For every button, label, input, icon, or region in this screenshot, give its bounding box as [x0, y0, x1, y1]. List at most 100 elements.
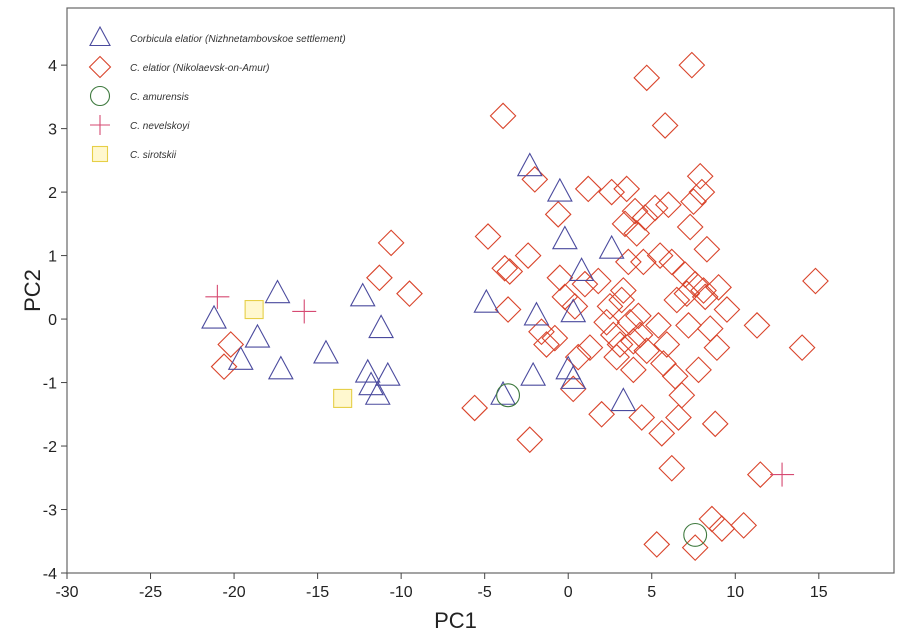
data-point-triangle: [520, 361, 547, 386]
data-point-diamond: [673, 280, 701, 308]
data-point-diamond: [653, 331, 681, 358]
legend-label: C. amurensis: [130, 92, 189, 103]
data-point-diamond: [514, 242, 542, 269]
data-point-diamond: [743, 312, 771, 339]
data-point-triangle: [244, 323, 271, 348]
data-point-diamond: [625, 302, 652, 330]
y-tick-label: -4: [43, 566, 57, 583]
data-point-triangle: [473, 288, 500, 313]
data-point-diamond: [571, 270, 599, 298]
data-point-triangle: [523, 301, 550, 326]
legend-marker-square: [91, 145, 109, 163]
data-point-diamond: [461, 394, 489, 422]
data-point-diamond: [533, 331, 560, 358]
data-point-diamond: [599, 321, 627, 349]
data-point-triangle: [354, 358, 381, 383]
y-tick-label: 1: [48, 249, 57, 266]
x-tick-label: -25: [139, 584, 162, 601]
data-point-triangle: [560, 365, 587, 389]
data-point-diamond: [633, 64, 661, 92]
data-point-diamond: [703, 334, 731, 362]
data-point-triangle: [267, 355, 294, 380]
legend-marker-plus: [90, 115, 110, 135]
data-point-diamond: [474, 223, 502, 250]
data-point-diamond: [658, 454, 686, 482]
data-point-diamond: [609, 277, 637, 304]
data-point-square: [333, 388, 353, 408]
data-point-diamond: [217, 331, 245, 358]
data-point-triangle: [358, 371, 384, 396]
data-point-triangle: [560, 298, 587, 323]
data-point-diamond: [633, 337, 661, 365]
data-point-diamond: [693, 235, 721, 263]
legend-label: C. elatior (Nikolaevsk-on-Amur): [130, 63, 269, 74]
data-point-diamond: [730, 512, 758, 539]
x-tick-label: 10: [726, 584, 744, 601]
legend-marker-circle: [89, 85, 111, 107]
y-tick-label: 2: [48, 185, 57, 202]
y-tick-label: 0: [48, 312, 57, 329]
x-tick-label: 5: [647, 584, 656, 601]
data-point-diamond: [641, 194, 669, 222]
data-point-diamond: [516, 426, 544, 454]
data-point-triangle: [551, 225, 578, 250]
data-point-plus: [205, 284, 230, 309]
data-point-diamond: [701, 410, 729, 438]
data-point-plus: [770, 462, 795, 487]
data-point-diamond: [688, 178, 716, 206]
data-point-diamond: [708, 515, 736, 542]
data-point-diamond: [611, 210, 639, 238]
data-point-diamond: [675, 312, 702, 339]
data-point-diamond: [608, 286, 636, 314]
data-point-triangle: [374, 361, 401, 386]
data-point-diamond: [746, 461, 774, 488]
x-tick-label: -20: [223, 584, 246, 601]
data-point-diamond: [658, 248, 686, 276]
data-point-diamond: [561, 292, 589, 320]
data-point-diamond: [698, 505, 726, 533]
data-point-triangle: [546, 177, 573, 202]
data-point-diamond: [628, 404, 656, 431]
data-point-diamond: [377, 229, 405, 257]
data-point-diamond: [681, 270, 709, 298]
data-point-diamond: [691, 283, 719, 311]
data-point-diamond: [366, 264, 393, 292]
data-point-diamond: [619, 356, 647, 384]
y-axis-title: PC2: [20, 269, 45, 312]
data-point-triangle: [227, 345, 254, 370]
data-point-diamond: [705, 273, 732, 301]
data-point-circle: [683, 522, 708, 547]
data-point-diamond: [546, 264, 574, 292]
data-point-diamond: [528, 318, 555, 346]
data-point-diamond: [681, 534, 709, 561]
y-tick-label: 3: [48, 122, 57, 139]
data-point-diamond: [788, 334, 816, 362]
data-point-diamond: [680, 188, 707, 216]
data-point-diamond: [551, 283, 579, 311]
data-point-diamond: [598, 178, 626, 206]
data-point-circle: [496, 383, 521, 408]
data-point-triangle: [516, 152, 543, 177]
data-point-diamond: [593, 308, 621, 336]
plot-frame: [66, 7, 895, 574]
data-point-triangle: [313, 339, 339, 364]
data-point-diamond: [650, 350, 677, 377]
data-point-square: [244, 299, 264, 320]
data-point-diamond: [603, 343, 631, 371]
x-tick-label: -15: [306, 584, 329, 601]
legend-label: Corbicula elatior (Nizhnetambovskoe sett…: [130, 34, 346, 45]
legend-marker-diamond: [88, 55, 112, 79]
x-tick-label: -10: [390, 584, 413, 601]
data-point-diamond: [564, 343, 592, 371]
data-point-diamond: [616, 308, 644, 336]
x-tick-label: -30: [55, 584, 78, 601]
data-point-diamond: [521, 166, 549, 193]
data-point-diamond: [655, 191, 682, 219]
y-tick-label: 4: [48, 58, 57, 75]
data-point-diamond: [541, 324, 569, 352]
data-point-diamond: [643, 531, 671, 558]
data-point-diamond: [588, 400, 616, 428]
data-point-triangle: [364, 380, 391, 405]
data-point-diamond: [713, 296, 741, 323]
data-point-triangle: [598, 234, 625, 259]
